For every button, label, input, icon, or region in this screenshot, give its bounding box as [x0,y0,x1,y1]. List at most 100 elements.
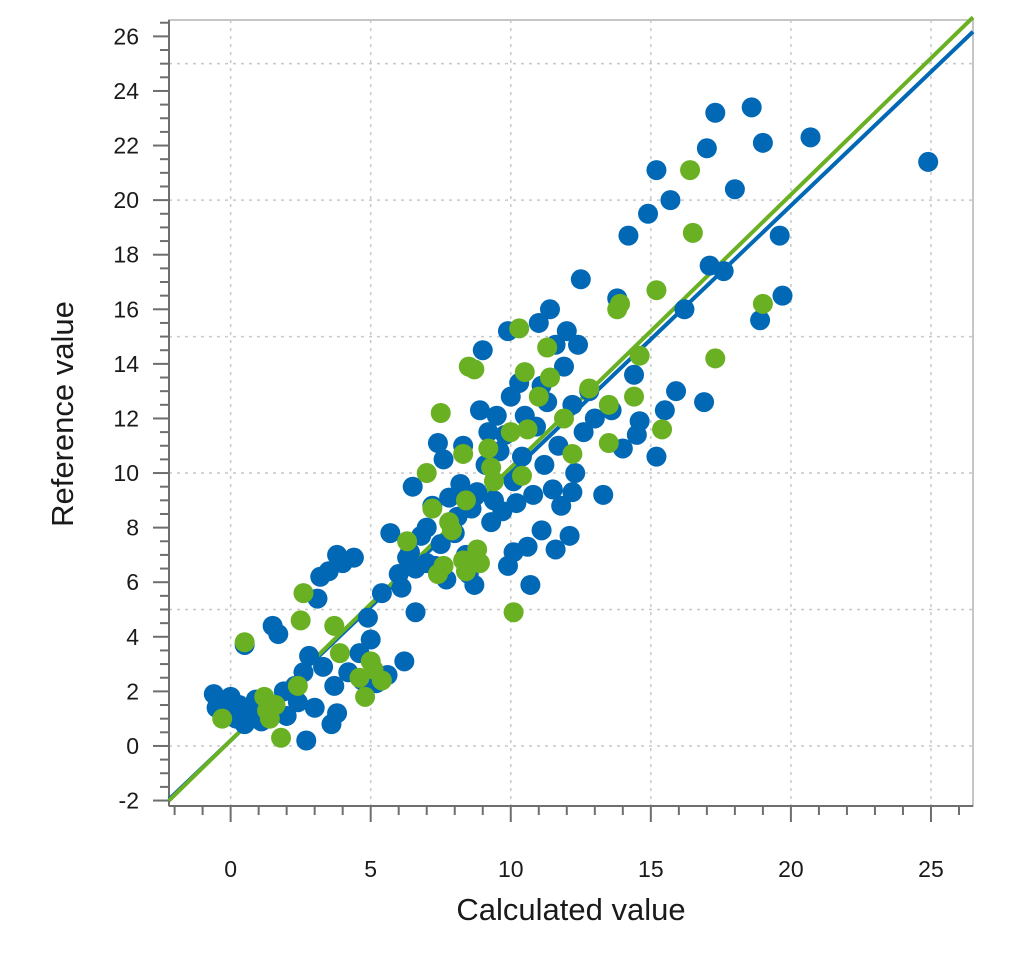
y-tick-label: 10 [113,460,139,486]
data-point [416,517,437,538]
data-point [772,285,793,306]
data-point [537,337,558,358]
data-point [478,438,499,459]
data-point [674,299,695,320]
data-point [287,692,308,713]
x-tick-label: 10 [498,856,524,882]
data-point [433,449,454,470]
y-tick-label: 16 [113,296,139,322]
data-point [696,138,717,159]
data-point [646,160,667,181]
x-tick-label: 5 [364,856,377,882]
data-point [565,463,586,484]
y-tick-label: 6 [126,569,139,595]
y-axis-title: Reference value [45,301,80,527]
data-point [705,348,726,369]
data-point [713,261,734,282]
data-point [545,539,566,560]
data-point [624,386,645,407]
data-point [514,362,535,383]
data-point [769,225,790,246]
data-point [469,553,490,574]
data-point [559,525,580,546]
x-tick-label: 15 [638,856,664,882]
data-point [539,367,560,388]
data-point [430,534,451,554]
data-point [299,645,320,666]
data-point [750,310,771,331]
data-point [271,727,292,748]
data-point [618,225,639,246]
data-point [556,321,577,342]
data-points [203,97,939,751]
data-point [433,555,454,576]
data-point [422,498,443,519]
data-point [478,422,499,443]
data-point [646,446,667,467]
data-point [391,577,412,598]
data-point [469,400,490,421]
data-point [626,424,647,445]
y-tick-label: 8 [126,515,139,541]
y-tick-label: 0 [126,733,139,759]
data-point [752,293,773,314]
data-point [265,695,286,716]
data-point [593,484,614,505]
data-point [705,102,726,123]
data-point [355,686,376,707]
data-point [343,547,364,568]
data-point [503,602,524,623]
data-point [511,465,532,486]
data-point [212,708,233,729]
data-point [517,419,538,440]
data-point [450,473,471,494]
data-point [682,222,703,243]
data-point [394,651,415,672]
data-point [570,269,591,290]
data-point [523,484,544,505]
data-point [598,394,619,415]
data-point [660,190,681,211]
data-point [380,523,401,544]
data-point [405,602,426,623]
y-tick-label: 22 [113,133,139,159]
data-point [453,443,474,464]
data-point [287,675,308,696]
data-point [551,495,572,516]
data-point [724,179,745,200]
y-tick-label: 2 [126,678,139,704]
y-tick-label: 12 [113,405,139,431]
data-point [517,536,538,557]
data-point [534,454,555,475]
data-point [800,127,821,148]
data-point [624,364,645,385]
data-point [573,422,594,443]
y-tick-label: 18 [113,242,139,268]
data-point [680,160,701,181]
data-point [506,493,527,514]
data-point [654,400,675,421]
data-point [694,392,715,413]
y-tick-label: -2 [119,788,139,814]
data-point [472,340,493,361]
data-point [430,403,451,423]
y-tick-label: 14 [113,351,139,377]
data-point [439,487,460,508]
data-point [360,629,381,650]
y-tick-label: 4 [126,624,139,650]
data-point [293,583,314,604]
data-point [441,520,462,541]
data-point [520,574,541,595]
x-axis-title: Calculated value [456,892,685,927]
data-point [313,656,334,677]
data-point [752,132,773,153]
data-point [568,334,589,355]
x-tick-label: 0 [224,856,237,882]
data-point [427,433,448,454]
data-point [584,408,605,429]
data-point [324,675,345,696]
data-point [918,151,939,172]
data-point [553,356,574,377]
